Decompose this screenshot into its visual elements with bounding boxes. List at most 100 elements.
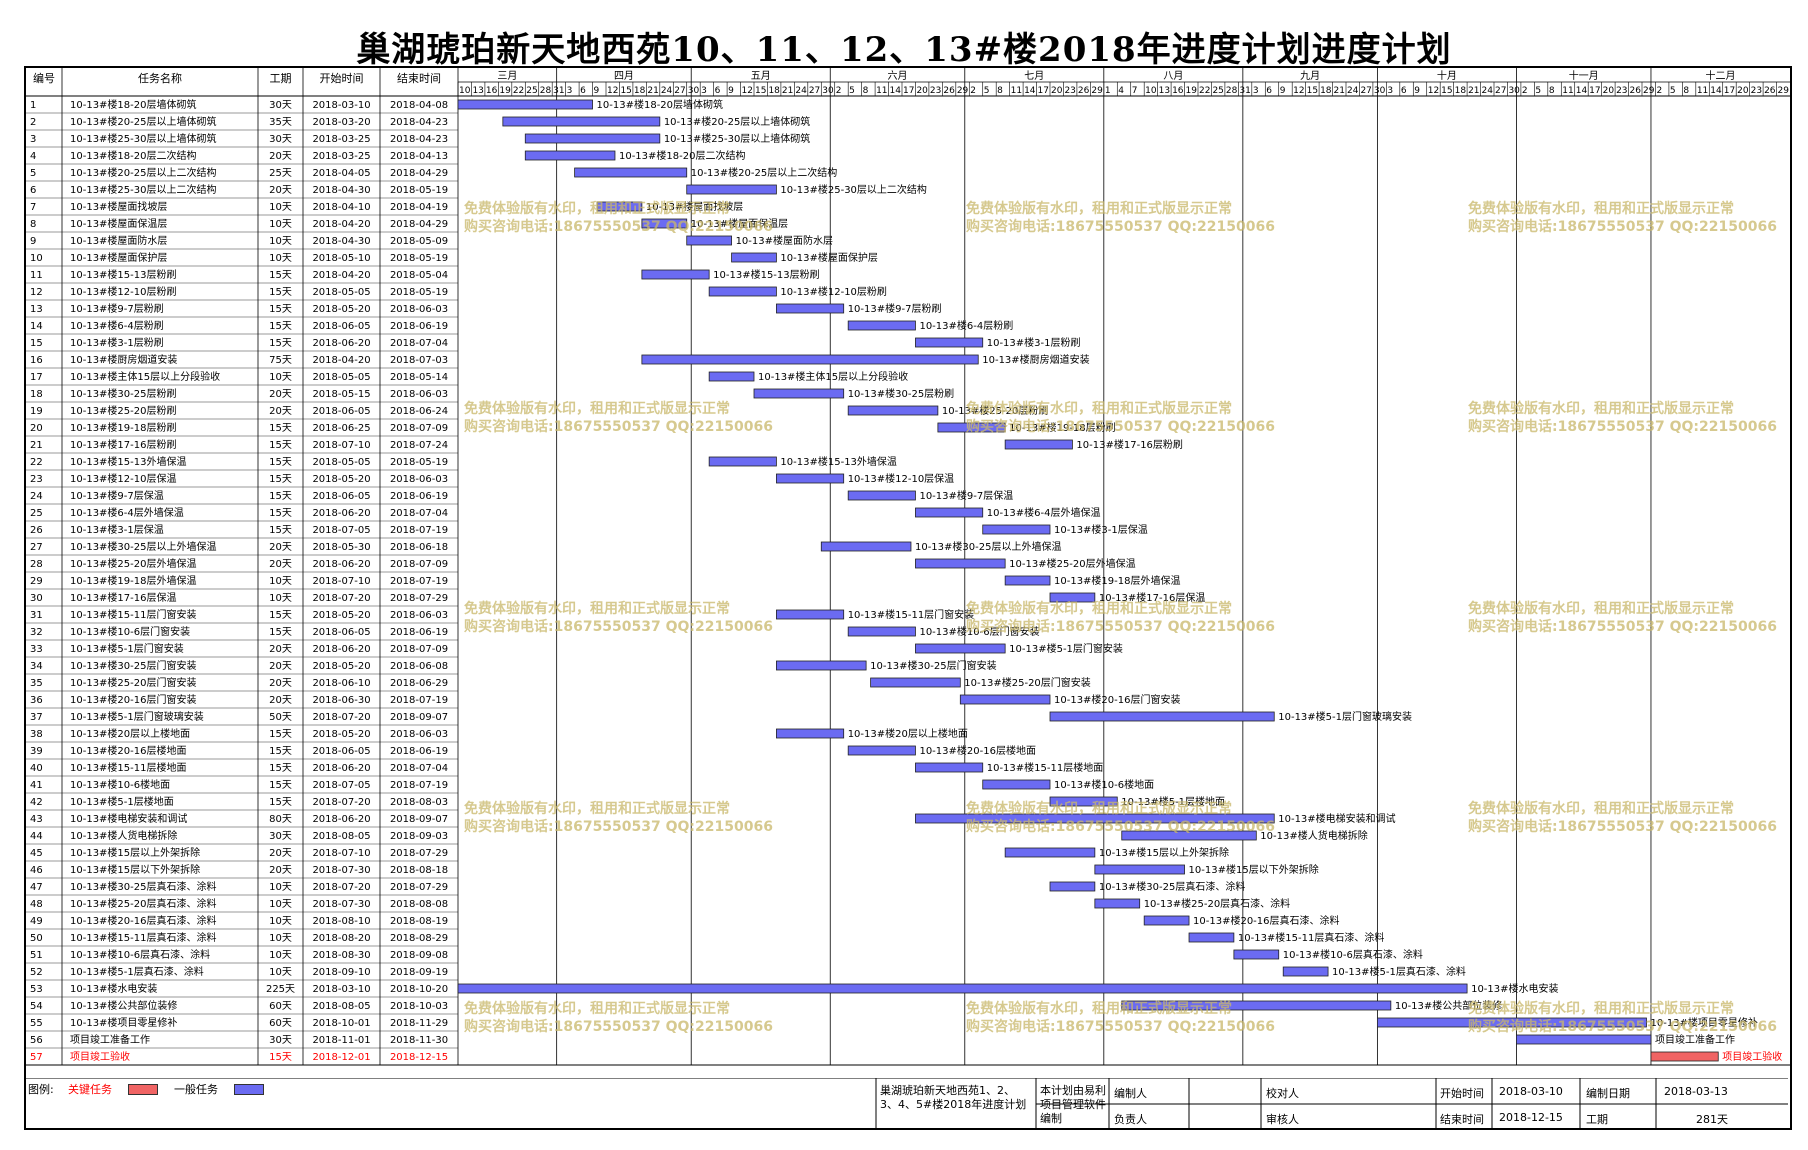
task-id: 17: [30, 372, 43, 383]
task-duration: 30天: [269, 100, 292, 111]
watermark: 免费体验版有水印，租用和正式版显示正常 购买咨询电话:18675550537 QQ…: [1468, 400, 1777, 436]
task-bar-label: 10-13#楼5-1层门窗玻璃安装: [1278, 710, 1412, 723]
task-end: 2018-05-04: [390, 270, 448, 281]
task-start: 2018-06-20: [312, 644, 370, 655]
task-name: 10-13#楼17-16层粉刷: [70, 438, 177, 451]
day-tick-label: 29: [957, 86, 969, 96]
task-end: 2018-06-03: [390, 474, 448, 485]
task-id: 31: [30, 610, 43, 621]
watermark: 免费体验版有水印，租用和正式版显示正常 购买咨询电话:18675550537 QQ…: [1468, 1000, 1777, 1036]
task-start: 2018-11-01: [312, 1035, 370, 1046]
task-bar-label: 10-13#楼15-13外墙保温: [780, 455, 897, 468]
task-bar-label: 10-13#楼厨房烟道安装: [982, 353, 1089, 366]
day-tick-label: 19: [499, 86, 511, 96]
task-name: 项目竣工准备工作: [70, 1033, 150, 1046]
watermark-line-1: 免费体验版有水印，租用和正式版显示正常: [966, 601, 1232, 617]
task-start: 2018-04-30: [312, 236, 370, 247]
watermark-line-1: 免费体验版有水印，租用和正式版显示正常: [966, 801, 1232, 817]
task-id: 38: [30, 729, 43, 740]
task-name: 10-13#楼30-25层粉刷: [70, 387, 177, 400]
task-id: 43: [30, 814, 43, 825]
day-tick-label: 10: [459, 86, 471, 96]
task-bar: [502, 116, 661, 127]
day-tick-label: 8: [863, 86, 869, 96]
task-duration: 20天: [269, 389, 292, 400]
day-tick-label: 12: [742, 86, 753, 96]
task-name: 10-13#楼15层以下外架拆除: [70, 863, 200, 876]
task-end: 2018-07-19: [390, 780, 448, 791]
watermark-line-2: 购买咨询电话:18675550537 QQ:22150066: [464, 219, 773, 235]
day-tick-label: 15: [755, 86, 766, 96]
task-id: 12: [30, 287, 43, 298]
task-end: 2018-06-03: [390, 729, 448, 740]
day-tick-label: 22: [513, 86, 524, 96]
day-tick-label: 29: [1091, 86, 1103, 96]
day-tick-label: 15: [1441, 86, 1452, 96]
task-start: 2018-05-05: [312, 457, 370, 468]
task-id: 36: [30, 695, 43, 706]
task-start: 2018-05-20: [312, 729, 370, 740]
task-end: 2018-06-18: [390, 542, 448, 553]
task-id: 56: [30, 1035, 43, 1046]
task-end: 2018-06-29: [390, 678, 448, 689]
task-bar-label: 10-13#楼10-6层门窗安装: [919, 625, 1039, 638]
task-bar: [457, 99, 593, 110]
task-start: 2018-04-20: [312, 270, 370, 281]
task-duration: 10天: [269, 202, 292, 213]
task-end: 2018-07-24: [390, 440, 448, 451]
task-bar-label: 10-13#楼主体15层以上分段验收: [758, 370, 908, 383]
day-tick-label: 30: [1374, 86, 1386, 96]
task-name: 10-13#楼10-6楼地面: [70, 778, 170, 791]
task-duration: 15天: [269, 627, 292, 638]
task-id: 1: [30, 100, 36, 111]
task-end: 2018-06-19: [390, 321, 448, 332]
task-id: 26: [30, 525, 43, 536]
task-name: 10-13#楼18-20层二次结构: [70, 149, 197, 162]
task-end: 2018-07-29: [390, 848, 448, 859]
task-duration: 15天: [269, 797, 292, 808]
task-start: 2018-06-20: [312, 508, 370, 519]
day-tick-label: 23: [1064, 86, 1075, 96]
watermark-line-2: 购买咨询电话:18675550537 QQ:22150066: [1468, 819, 1777, 835]
task-start: 2018-07-05: [312, 780, 370, 791]
task-name: 10-13#楼电梯安装和调试: [70, 812, 187, 825]
task-name: 10-13#楼19-18层粉刷: [70, 421, 177, 434]
day-tick-label: 30: [822, 86, 834, 96]
task-name: 10-13#楼项目零星修补: [70, 1016, 177, 1029]
task-start: 2018-06-20: [312, 338, 370, 349]
task-bar: [847, 745, 916, 756]
task-end: 2018-07-04: [390, 338, 448, 349]
task-bar: [1004, 847, 1096, 858]
task-name: 10-13#楼20-16层楼地面: [70, 744, 187, 757]
task-bar: [1516, 1034, 1652, 1045]
task-bar: [776, 303, 845, 314]
watermark: 免费体验版有水印，租用和正式版显示正常 购买咨询电话:18675550537 QQ…: [1468, 600, 1777, 636]
task-duration: 15天: [269, 321, 292, 332]
task-name: 10-13#楼屋面找坡层: [70, 200, 167, 213]
task-bar-label: 10-13#楼20-16层楼地面: [919, 744, 1036, 757]
task-bar-label: 10-13#楼15层以下外架拆除: [1189, 863, 1319, 876]
task-end: 2018-08-29: [390, 933, 448, 944]
task-duration: 15天: [269, 746, 292, 757]
task-duration: 10天: [269, 593, 292, 604]
task-end: 2018-09-07: [390, 814, 448, 825]
day-tick-label: 5: [984, 86, 990, 96]
day-tick-label: 22: [1199, 86, 1210, 96]
watermark-line-2: 购买咨询电话:18675550537 QQ:22150066: [966, 619, 1275, 635]
day-tick-label: 8: [997, 86, 1003, 96]
watermark-line-1: 免费体验版有水印，租用和正式版显示正常: [1468, 401, 1734, 417]
task-start: 2018-07-10: [312, 848, 370, 859]
day-tick-label: 9: [1414, 86, 1420, 96]
task-duration: 10天: [269, 899, 292, 910]
task-name: 10-13#楼17-16层保温: [70, 591, 177, 604]
day-tick-label: 4: [1118, 86, 1124, 96]
task-bar: [870, 677, 961, 688]
task-bar-label: 10-13#楼25-20层粉刷: [942, 404, 1049, 417]
footer-start-label: 开始时间: [1440, 1087, 1484, 1100]
task-bar-label: 10-13#楼屋面保护层: [780, 251, 877, 264]
task-duration: 15天: [269, 423, 292, 434]
page-title: 巢湖琥珀新天地西苑10、11、12、13#楼2018年进度计划进度计划: [356, 30, 1452, 70]
watermark-line-1: 免费体验版有水印，租用和正式版显示正常: [1468, 201, 1734, 217]
watermark-line-2: 购买咨询电话:18675550537 QQ:22150066: [966, 1019, 1275, 1035]
watermark-line-2: 购买咨询电话:18675550537 QQ:22150066: [1468, 219, 1777, 235]
